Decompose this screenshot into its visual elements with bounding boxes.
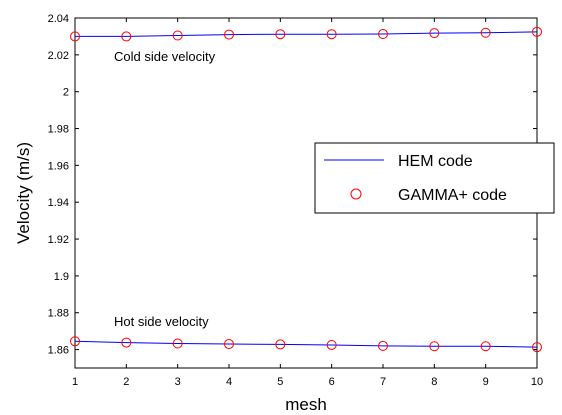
data-point-gamma-hot: [429, 341, 440, 352]
data-point-gamma-hot: [172, 338, 183, 349]
y-axis-label: Velocity (m/s): [14, 142, 33, 244]
x-tick-label: 5: [277, 376, 283, 388]
x-axis-label: mesh: [285, 395, 327, 414]
data-point-gamma-cold: [70, 31, 80, 42]
data-point-gamma-cold: [532, 26, 542, 37]
x-tick-label: 8: [431, 376, 437, 388]
x-tick-label: 2: [123, 376, 129, 388]
data-point-gamma-hot: [480, 341, 491, 352]
data-point-gamma-hot: [378, 340, 388, 351]
y-tick-label: 2: [63, 87, 69, 99]
data-point-gamma-cold: [172, 30, 183, 41]
annotation-cold-side: Cold side velocity: [114, 49, 216, 64]
data-point-gamma-cold: [429, 28, 440, 39]
annotation-hot-side: Hot side velocity: [114, 314, 209, 329]
y-tick-label: 1.96: [48, 160, 69, 172]
y-tick-label: 1.92: [48, 234, 69, 246]
x-tick-label: 4: [226, 376, 232, 388]
x-tick-label: 1: [72, 376, 78, 388]
legend: HEM code GAMMA+ code: [314, 142, 555, 214]
data-point-gamma-cold: [326, 29, 337, 40]
data-point-gamma-cold: [275, 29, 286, 40]
y-tick-label: 1.9: [54, 271, 69, 283]
data-point-gamma-hot: [121, 337, 132, 348]
legend-entry-hem: HEM code: [398, 153, 473, 170]
data-point-gamma-hot: [532, 342, 542, 353]
y-tick-label: 2.04: [48, 13, 69, 25]
x-tick-label: 3: [175, 376, 181, 388]
y-tick-label: 1.88: [48, 308, 69, 320]
data-point-gamma-cold: [480, 27, 491, 38]
legend-box: [314, 142, 555, 214]
x-tick-label: 7: [380, 376, 386, 388]
data-point-gamma-hot: [70, 336, 80, 347]
data-point-gamma-hot: [326, 339, 337, 350]
data-point-gamma-cold: [121, 31, 132, 42]
y-axis-ticks: 1.86 1.88 1.9 1.92 1.94 1.96 1.98 2 2.02 2.04: [48, 13, 537, 357]
series-line-hem-hot: [74, 340, 538, 348]
series-markers: [70, 26, 542, 353]
legend-marker-swatch: [350, 188, 362, 200]
series-line-hem-cold: [75, 31, 538, 37]
data-point-gamma-hot: [275, 339, 286, 350]
y-tick-label: 1.86: [48, 345, 69, 357]
x-tick-label: 10: [531, 376, 543, 388]
series-lines: [74, 31, 538, 348]
data-point-gamma-hot: [224, 339, 234, 350]
x-axis-ticks: 1 2 3 4 5 6 7 8 9 10: [72, 18, 543, 388]
data-point-gamma-cold: [378, 29, 388, 40]
y-tick-label: 1.98: [48, 124, 69, 136]
y-tick-label: 2.02: [48, 50, 69, 62]
data-point-gamma-cold: [224, 29, 234, 40]
legend-entry-gamma: GAMMA+ code: [398, 187, 507, 204]
x-tick-label: 6: [329, 376, 335, 388]
x-tick-label: 9: [483, 376, 489, 388]
y-tick-label: 1.94: [48, 197, 69, 209]
